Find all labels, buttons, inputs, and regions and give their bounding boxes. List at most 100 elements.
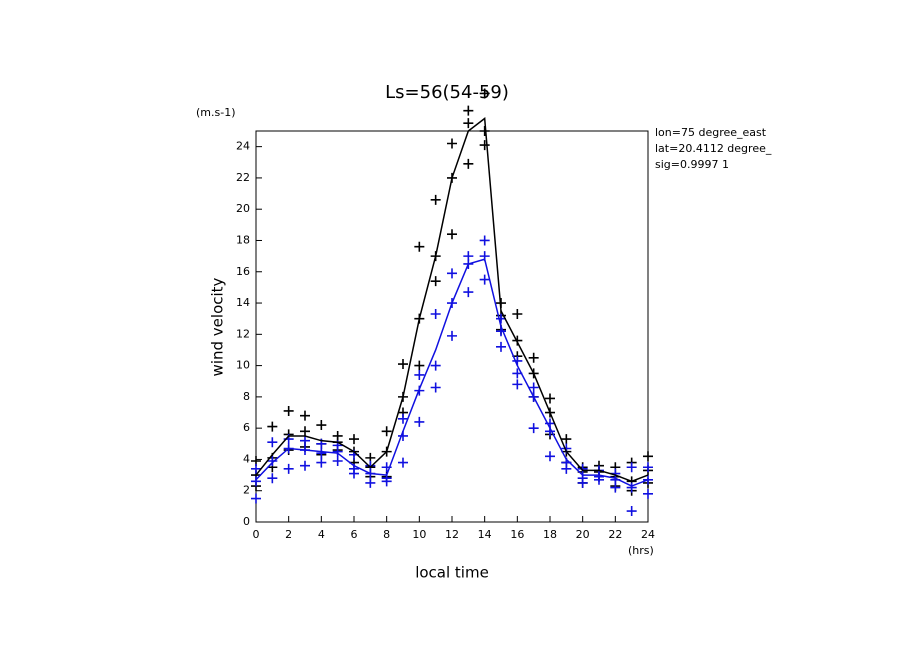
x-unit: (hrs): [628, 544, 654, 557]
series-line: [255, 258, 649, 487]
y-tick-label: 16: [236, 265, 250, 278]
y-tick-label: 24: [236, 140, 250, 153]
cross-marker: [479, 274, 490, 285]
cross-marker: [316, 448, 327, 459]
cross-marker: [479, 235, 490, 246]
series-line: [255, 117, 649, 483]
cross-marker: [545, 393, 555, 404]
cross-marker: [479, 140, 490, 151]
x-tick-label: 10: [412, 528, 426, 541]
y-tick-label: 2: [243, 484, 250, 497]
x-tick-label: 24: [641, 528, 655, 541]
x-tick-label: 0: [253, 528, 260, 541]
cross-marker: [316, 457, 327, 468]
cross-marker: [414, 360, 425, 371]
cross-marker: [577, 463, 588, 474]
cross-marker: [479, 88, 490, 99]
y-tick-label: 22: [236, 171, 250, 184]
annotation: lat=20.4112 degree_: [655, 142, 772, 155]
cross-marker: [300, 460, 310, 471]
annotation: sig=0.9997 1: [655, 158, 729, 171]
y-axis-label: wind velocity: [209, 277, 227, 376]
y-tick-label: 4: [243, 452, 250, 465]
cross-marker: [594, 474, 604, 485]
cross-marker: [300, 426, 310, 437]
cross-marker: [643, 488, 653, 499]
cross-marker: [251, 463, 261, 474]
cross-marker: [545, 451, 555, 462]
cross-marker: [643, 462, 653, 473]
cross-marker: [626, 506, 637, 517]
y-tick-label: 0: [243, 515, 250, 528]
x-tick-label: 18: [543, 528, 557, 541]
cross-marker: [332, 456, 343, 467]
y-tick-label: 18: [236, 233, 250, 246]
y-unit: (m.s-1): [196, 106, 236, 119]
cross-marker: [349, 434, 359, 445]
cross-marker: [528, 382, 539, 393]
x-tick-label: 16: [510, 528, 524, 541]
cross-marker: [610, 482, 621, 493]
cross-marker: [528, 352, 539, 363]
cross-marker: [479, 126, 490, 136]
cross-marker: [447, 229, 457, 240]
cross-marker: [561, 434, 572, 445]
y-tick-label: 8: [243, 390, 250, 403]
cross-marker: [316, 420, 327, 431]
cross-marker: [267, 456, 278, 467]
cross-marker: [430, 382, 441, 393]
cross-marker: [398, 457, 408, 468]
x-axis-label: local time: [415, 564, 489, 582]
cross-marker: [528, 423, 539, 434]
x-tick-label: 14: [478, 528, 492, 541]
cross-marker: [463, 287, 474, 298]
x-tick-label: 8: [383, 528, 390, 541]
cross-marker: [365, 477, 376, 488]
y-tick-label: 6: [243, 421, 250, 434]
cross-marker: [430, 194, 441, 205]
cross-marker: [430, 276, 441, 287]
cross-marker: [430, 360, 441, 371]
cross-marker: [414, 369, 425, 380]
cross-marker: [300, 435, 310, 446]
x-tick-label: 12: [445, 528, 459, 541]
cross-marker: [267, 437, 278, 448]
cross-marker: [414, 416, 425, 427]
cross-marker: [251, 476, 261, 487]
y-tick-label: 14: [236, 296, 250, 309]
cross-marker: [512, 379, 523, 390]
chart-title: Ls=56(54-59): [385, 82, 509, 103]
cross-marker: [349, 468, 359, 479]
cross-marker: [300, 410, 310, 421]
cross-marker: [381, 426, 392, 437]
x-tick-label: 20: [576, 528, 590, 541]
cross-marker: [626, 462, 637, 473]
cross-marker: [626, 482, 637, 493]
cross-marker: [577, 477, 588, 488]
cross-marker: [496, 341, 506, 352]
cross-marker: [398, 359, 408, 370]
cross-marker: [283, 463, 294, 474]
x-tick-label: 22: [608, 528, 622, 541]
cross-marker: [643, 451, 653, 462]
cross-marker: [414, 241, 425, 252]
cross-marker: [283, 405, 294, 416]
x-tick-label: 4: [318, 528, 325, 541]
cross-marker: [267, 421, 278, 432]
y-tick-label: 20: [236, 202, 250, 215]
y-tick-label: 10: [236, 359, 250, 372]
cross-marker: [398, 413, 408, 424]
cross-marker: [561, 463, 572, 474]
annotation: lon=75 degree_east: [655, 126, 767, 139]
cross-marker: [463, 118, 474, 129]
x-tick-label: 2: [285, 528, 292, 541]
y-tick-label: 12: [236, 327, 250, 340]
cross-marker: [512, 308, 523, 319]
cross-marker: [447, 330, 457, 341]
cross-marker: [381, 476, 392, 487]
cross-marker: [251, 493, 261, 504]
cross-marker: [430, 308, 441, 319]
x-tick-label: 6: [351, 528, 358, 541]
